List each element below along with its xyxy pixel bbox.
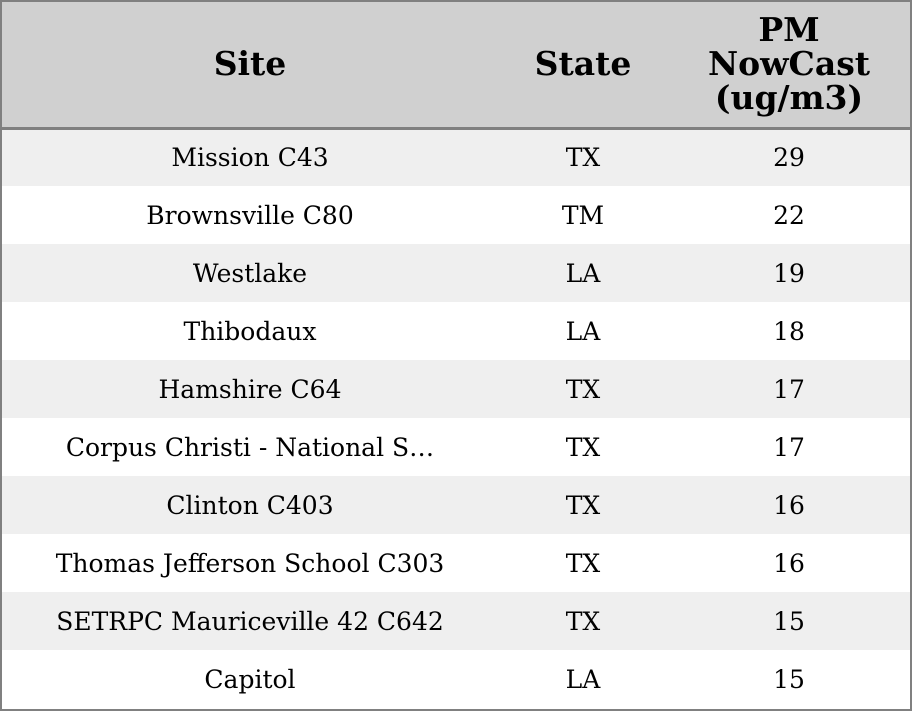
cell-site: Corpus Christi - National S…	[65, 432, 435, 462]
cell-pm-nowcast: 16	[773, 548, 805, 578]
table-row[interactable]: Clinton C403 TX 16	[2, 476, 910, 534]
table-row[interactable]: Thibodaux LA 18	[2, 302, 910, 360]
cell-site: Westlake	[192, 258, 308, 288]
column-header-pm-nowcast[interactable]: PM NowCast (ug/m3)	[668, 2, 910, 130]
cell-pm-nowcast: 19	[773, 258, 805, 288]
cell-state: TX	[565, 143, 601, 173]
table-body: Mission C43 TX 29 Brownsville C80 TM 22 Westla…	[2, 128, 910, 708]
cell-pm-nowcast: 17	[773, 432, 805, 462]
cell-state: TX	[565, 432, 601, 462]
cell-state: LA	[565, 664, 601, 694]
header-row: Site State PM NowCast (ug/m3)	[2, 2, 910, 130]
cell-site: Thomas Jefferson School C303	[55, 548, 445, 578]
cell-state: TM	[561, 200, 605, 230]
cell-pm-nowcast: 15	[773, 664, 805, 694]
cell-site: Hamshire C64	[158, 374, 342, 404]
cell-state: LA	[565, 316, 601, 346]
cell-site: Brownsville C80	[146, 200, 354, 230]
cell-state: LA	[565, 258, 601, 288]
table-row[interactable]: Westlake LA 19	[2, 244, 910, 302]
cell-site: Thibodaux	[183, 316, 317, 346]
table-row[interactable]: Corpus Christi - National S… TX 17	[2, 418, 910, 476]
cell-state: TX	[565, 606, 601, 636]
cell-pm-nowcast: 29	[773, 143, 805, 173]
cell-site: Mission C43	[171, 143, 329, 173]
cell-site: Clinton C403	[166, 490, 334, 520]
cell-pm-nowcast: 17	[773, 374, 805, 404]
cell-pm-nowcast: 22	[773, 200, 805, 230]
cell-pm-nowcast: 16	[773, 490, 805, 520]
column-header-state[interactable]: State	[498, 2, 668, 130]
table-header: Site State PM NowCast (ug/m3)	[2, 2, 910, 130]
table-row[interactable]: Capitol LA 15	[2, 650, 910, 708]
table-row[interactable]: Brownsville C80 TM 22	[2, 186, 910, 244]
cell-pm-nowcast: 15	[773, 606, 805, 636]
cell-pm-nowcast: 18	[773, 316, 805, 346]
table-row[interactable]: Mission C43 TX 29	[2, 128, 910, 186]
cell-state: TX	[565, 374, 601, 404]
column-header-pm-nowcast-label: PM NowCast (ug/m3)	[707, 10, 871, 118]
table-row[interactable]: Thomas Jefferson School C303 TX 16	[2, 534, 910, 592]
cell-state: TX	[565, 548, 601, 578]
cell-site: Capitol	[204, 664, 296, 694]
cell-state: TX	[565, 490, 601, 520]
table-row[interactable]: Hamshire C64 TX 17	[2, 360, 910, 418]
cell-site: SETRPC Mauriceville 42 C642	[56, 606, 444, 636]
column-header-site[interactable]: Site	[2, 2, 498, 130]
table-row[interactable]: SETRPC Mauriceville 42 C642 TX 15	[2, 592, 910, 650]
